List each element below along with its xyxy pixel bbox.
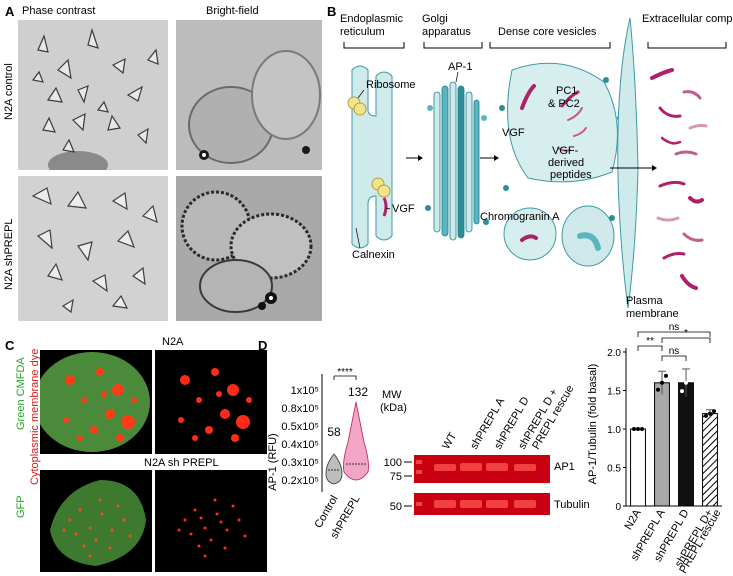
gfp-label: GFP (15, 495, 27, 518)
violin-ytick-4: 0.8x10⁵ (281, 403, 319, 415)
panel-c-bottom-title: N2A sh PREPL (144, 457, 219, 469)
blot-lane-wt: WT (440, 430, 459, 451)
blot-mw-2: (kDa) (380, 402, 407, 414)
blot-mw-1: MW (382, 389, 402, 401)
phase-contrast-title: Phase contrast (22, 5, 96, 17)
shprepl-dye-image (155, 470, 267, 572)
extracellular-title: Extracellular compartment (642, 13, 733, 25)
panel-b-letter: B (327, 4, 337, 19)
bar-point-2 (680, 389, 684, 394)
bar-ytick-label: 1.5 (607, 387, 621, 398)
bar-0 (630, 428, 646, 507)
row-label-shprepl: N2A shPREPL (3, 218, 15, 290)
blot-tubulin-label: Tubulin (554, 499, 590, 511)
ribosome-label: Ribosome (366, 79, 416, 91)
vgf-dcv-label: VGF (502, 127, 525, 139)
plasma-label-1: Plasma (626, 295, 664, 307)
row-label-control: N2A control (3, 63, 15, 120)
blot-marker-75: 75 (390, 471, 402, 483)
sig-bracket-3 (661, 355, 687, 361)
sig-bracket-0 (637, 331, 711, 337)
violin-n-shprepl: 132 (348, 385, 368, 399)
vgf-derived-1: VGF- (552, 145, 579, 157)
sig-label-0: ns (669, 322, 680, 333)
bar-ylabel: AP-1/Tubulin (fold basal) (587, 364, 599, 485)
sig-label-1: ** (646, 336, 654, 347)
bar-1 (654, 382, 670, 507)
panel-c-top-title: N2A (162, 336, 184, 348)
golgi-title-2: apparatus (422, 26, 471, 38)
violin-ytick-0: 0.2x10⁵ (281, 475, 319, 487)
dcv-title: Dense core vesicles (498, 26, 597, 38)
vgf-derived-2: derived (548, 157, 584, 169)
violin-significance: **** (337, 367, 353, 378)
panel-a-letter: A (5, 4, 15, 19)
violin-ytick-5: 1x10⁵ (291, 385, 319, 397)
bar-point-3 (704, 413, 708, 418)
violin-ytick-1: 0.3x10⁵ (281, 457, 319, 469)
phase-contrast-control-image (18, 20, 168, 170)
shprepl-merge-image (40, 470, 152, 572)
calnexin-label: Calnexin (352, 249, 395, 261)
violin-shprepl (343, 401, 369, 481)
bar-point-0 (636, 427, 640, 431)
violin-ytick-2: 0.4x10⁵ (281, 439, 319, 451)
blot-ap1-label: AP1 (554, 461, 575, 473)
pc2-label: & PC2 (548, 98, 580, 110)
bar-point-3 (712, 409, 716, 414)
green-cmfda-label: Green CMFDA (15, 357, 27, 430)
panel-c-letter: C (5, 338, 15, 353)
western-blot: MW (kDa) 100 75 50 WT shPREPL A shPREPL … (380, 383, 590, 515)
bar-ytick-label: 2.0 (607, 348, 621, 359)
er-title-1: Endoplasmic (340, 13, 403, 25)
violin-ylabel: AP-1 (RFU) (267, 433, 279, 490)
bar-point-0 (632, 427, 636, 431)
bar-ytick-label: 1.0 (607, 425, 621, 436)
panel-d-letter: D (258, 338, 268, 353)
plasma-label-2: membrane (626, 308, 679, 320)
bar-xtick-label: N2A (623, 507, 644, 532)
bar-point-1 (664, 373, 668, 378)
pc1-label: PC1 (556, 85, 577, 97)
bar-ytick-label: 0.5 (607, 464, 621, 475)
phase-contrast-shprepl-image (18, 176, 168, 321)
er-title-2: reticulum (340, 26, 385, 38)
ap1-label: AP-1 (448, 61, 472, 73)
bar-3 (702, 413, 718, 507)
sig-label-3: ns (669, 346, 680, 357)
bar-point-0 (640, 427, 644, 431)
vgf-er-label: VGF (392, 203, 415, 215)
sig-bracket-1 (637, 345, 663, 351)
blot-marker-100: 100 (384, 457, 402, 469)
blot-marker-50: 50 (390, 501, 402, 513)
violin-plot: AP-1 (RFU) 0.2x10⁵ 0.3x10⁵ 0.4x10⁵ 0.5x1… (267, 367, 369, 541)
bar-point-1 (660, 380, 664, 385)
bar-ytick-label: 0 (615, 502, 621, 513)
bright-field-shprepl-image (176, 176, 322, 321)
bar-point-1 (656, 387, 660, 392)
violin-ytick-3: 0.5x10⁵ (281, 421, 319, 433)
chromogranin-label: Chromogranin A (480, 211, 560, 223)
golgi-title-1: Golgi (422, 13, 448, 25)
ap1-tubulin-bar-chart: AP-1/Tubulin (fold basal) 00.51.01.52.0 … (587, 322, 724, 574)
bright-field-control-image (176, 20, 322, 170)
sig-label-2: * (684, 328, 688, 339)
violin-n-control: 58 (327, 425, 341, 439)
n2a-dye-image (155, 350, 267, 454)
n2a-merge-image (40, 350, 152, 454)
bright-field-title: Bright-field (206, 5, 259, 17)
sig-bracket-2 (661, 337, 711, 343)
violin-control (325, 453, 343, 485)
bar-2 (678, 382, 694, 507)
vgf-derived-3: peptides (550, 169, 592, 181)
bar-point-2 (684, 380, 688, 385)
secretory-pathway-diagram: Endoplasmic reticulum Golgi apparatus De… (340, 13, 733, 320)
bar-point-3 (708, 411, 712, 416)
bar-point-2 (688, 372, 692, 377)
